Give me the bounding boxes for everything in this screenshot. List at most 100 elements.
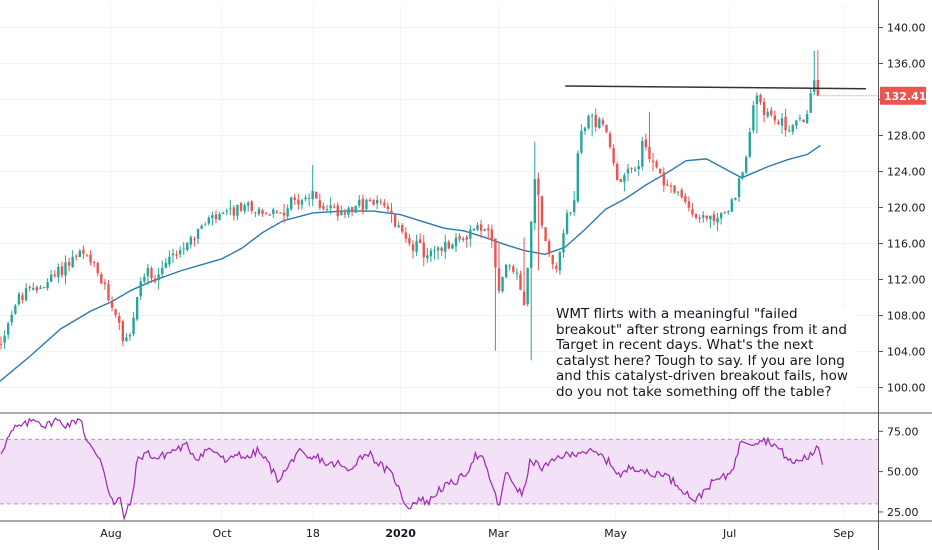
candle-body xyxy=(669,185,673,187)
candle-body xyxy=(157,274,160,281)
candle-body xyxy=(71,256,74,268)
candle-body xyxy=(239,203,243,211)
candle-body xyxy=(605,124,608,133)
candle-body xyxy=(189,237,193,245)
candle-body xyxy=(96,263,99,274)
candle-body xyxy=(515,272,519,274)
candle-body xyxy=(583,127,587,131)
candle-body xyxy=(247,202,250,206)
candle-body xyxy=(275,211,279,213)
candle-body xyxy=(164,262,168,268)
candle-body xyxy=(182,248,185,250)
candle-body xyxy=(232,207,236,216)
candle-body xyxy=(200,225,203,229)
candle-body xyxy=(214,214,218,220)
time-tick-label: Mar xyxy=(488,527,509,540)
candle-body xyxy=(24,288,28,301)
candle-body xyxy=(637,166,640,170)
price-tick-label: 108.00 xyxy=(887,310,926,323)
candle-body xyxy=(311,190,314,199)
candle-body xyxy=(365,199,368,209)
candle-body xyxy=(207,217,211,224)
candle-body xyxy=(479,224,483,231)
candle-body xyxy=(705,215,708,219)
candle-body xyxy=(53,274,56,277)
candle-body xyxy=(393,214,397,227)
candle-body xyxy=(39,287,42,290)
candle-body xyxy=(598,118,601,128)
candle-body xyxy=(3,335,6,343)
candle-body xyxy=(719,213,723,219)
candle-body xyxy=(587,116,590,129)
candle-body xyxy=(372,200,375,205)
candle-body xyxy=(128,334,132,337)
candle-body xyxy=(17,294,21,305)
candle-body xyxy=(694,214,698,218)
candle-body xyxy=(759,94,762,103)
candle-body xyxy=(755,95,759,105)
candle-body xyxy=(780,118,784,126)
candle-body xyxy=(225,210,228,212)
resistance-layer xyxy=(565,85,866,90)
candle-body xyxy=(512,266,515,272)
candle-body xyxy=(741,172,744,178)
candle-body xyxy=(268,214,271,216)
candle-body xyxy=(422,242,425,258)
candle-body xyxy=(648,146,651,160)
candle-body xyxy=(540,196,544,226)
candle-body xyxy=(67,262,71,266)
candle-body xyxy=(60,266,64,275)
candle-body xyxy=(75,255,78,257)
candle-body xyxy=(551,255,554,265)
candle-body xyxy=(762,101,766,115)
candle-body xyxy=(501,277,504,292)
candle-body xyxy=(784,116,787,131)
candle-body xyxy=(451,244,454,249)
candle-body xyxy=(89,254,92,263)
candle-body xyxy=(590,115,594,117)
candle-body xyxy=(795,120,798,126)
candle-body xyxy=(454,237,458,247)
candle-body xyxy=(687,201,691,208)
candle-body xyxy=(118,316,121,323)
candle-body xyxy=(318,200,322,208)
candle-body xyxy=(461,238,465,240)
candle-body xyxy=(153,278,157,282)
candle-body xyxy=(325,208,329,210)
candle-body xyxy=(623,175,626,183)
candle-body xyxy=(418,239,422,244)
candle-body xyxy=(329,205,332,209)
candle-body xyxy=(121,321,125,342)
candle-body xyxy=(28,286,31,289)
candle-body xyxy=(547,241,551,255)
candle-body xyxy=(777,121,780,125)
candle-body xyxy=(487,228,490,231)
candle-body xyxy=(161,268,164,274)
candle-body xyxy=(46,282,49,289)
candle-body xyxy=(465,236,468,240)
candle-body xyxy=(716,218,719,223)
candle-body xyxy=(103,282,107,285)
candle-body xyxy=(261,210,264,215)
candle-body xyxy=(254,212,257,214)
candle-body xyxy=(601,120,605,125)
candle-body xyxy=(673,185,676,193)
candle-body xyxy=(530,221,533,268)
candle-body xyxy=(544,227,547,242)
candle-body xyxy=(737,178,741,198)
candle-body xyxy=(375,199,379,204)
candle-body xyxy=(702,215,705,218)
candle-body xyxy=(186,243,189,251)
candle-body xyxy=(698,217,701,219)
candle-body xyxy=(809,93,812,113)
candle-body xyxy=(0,343,3,345)
time-tick-label: 2020 xyxy=(385,527,416,540)
candle-body xyxy=(616,163,619,181)
candle-body xyxy=(100,274,103,284)
candle-body xyxy=(752,105,755,131)
candle-body xyxy=(379,201,382,203)
candle-body xyxy=(332,206,336,208)
candle-body xyxy=(727,211,730,213)
price-tick-label: 140.00 xyxy=(887,22,926,35)
candle-body xyxy=(436,247,440,251)
